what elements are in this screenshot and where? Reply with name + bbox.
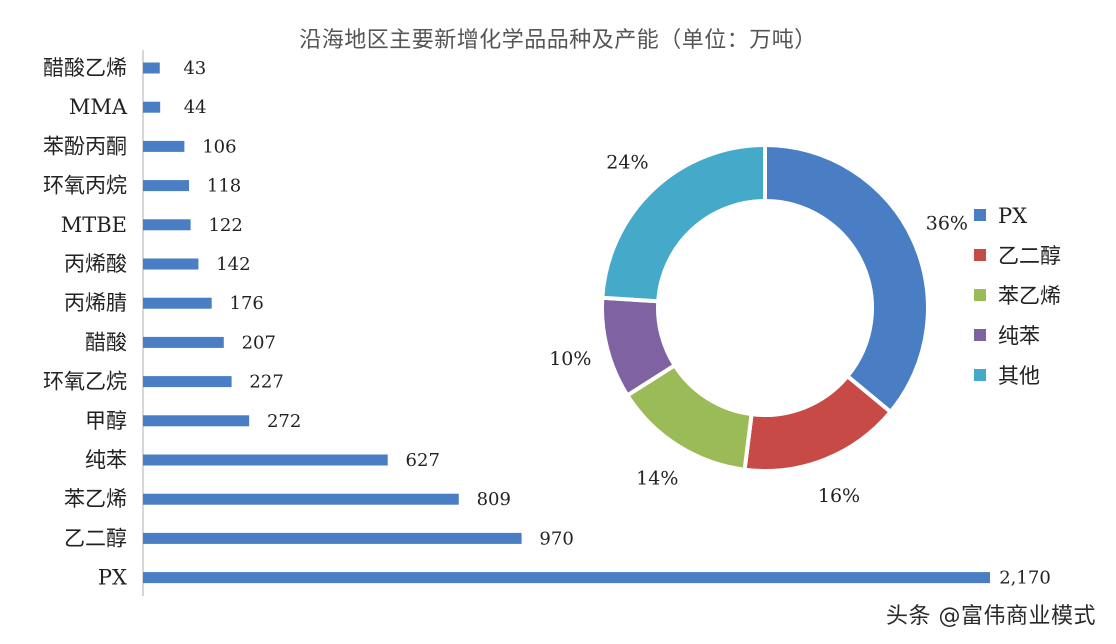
slice-label: 36% xyxy=(926,212,968,234)
bar xyxy=(143,454,388,466)
bar xyxy=(143,572,990,584)
category-label: MMA xyxy=(69,95,128,119)
data-label: 106 xyxy=(202,136,236,157)
donut-chart: 36% 16% 14% 10% 24% xyxy=(549,142,968,507)
bar xyxy=(143,140,185,152)
category-label: 环氧乙烷 xyxy=(43,370,127,394)
data-label: 142 xyxy=(216,254,250,275)
category-label: 苯乙烯 xyxy=(64,487,127,511)
data-label: 627 xyxy=(406,450,440,471)
category-label: 苯酚丙酮 xyxy=(43,134,127,158)
category-label: 丙烯腈 xyxy=(64,291,127,315)
bar-chart: 醋酸乙烯 43 MMA 44 苯酚丙酮 106 环氧丙烷 118 MTBE 122 丙烯酸 142 丙烯… xyxy=(43,50,1051,596)
donut-slice xyxy=(600,142,767,304)
category-label: 醋酸乙烯 xyxy=(43,56,127,80)
donut-slice xyxy=(763,142,930,415)
legend-label: 纯苯 xyxy=(998,324,1040,348)
data-label: 272 xyxy=(267,411,301,432)
legend-swatch xyxy=(974,369,986,381)
legend-label: PX xyxy=(998,204,1027,228)
data-label: 970 xyxy=(539,528,573,549)
category-label: PX xyxy=(98,566,127,590)
bar xyxy=(143,180,190,192)
data-label: 122 xyxy=(208,215,242,236)
category-label: 醋酸 xyxy=(85,330,127,354)
category-label: 乙二醇 xyxy=(64,526,127,550)
bar xyxy=(143,62,160,74)
category-label: 纯苯 xyxy=(85,448,127,472)
watermark: 头条 @富伟商业模式 xyxy=(886,604,1096,629)
legend-label: 其他 xyxy=(998,364,1040,388)
category-label: MTBE xyxy=(61,213,127,237)
legend-label: 乙二醇 xyxy=(998,244,1061,268)
data-label: 227 xyxy=(249,372,283,393)
chart-title: 沿海地区主要新增化学品品种及产能（单位：万吨） xyxy=(299,28,817,53)
legend-swatch xyxy=(974,289,986,301)
data-label: 809 xyxy=(477,489,511,510)
legend-swatch xyxy=(974,329,986,341)
bar xyxy=(143,532,522,544)
bar xyxy=(143,376,232,388)
data-label: 176 xyxy=(230,293,264,314)
bar xyxy=(143,258,199,270)
data-label: 2,170 xyxy=(999,568,1051,589)
legend-label: 苯乙烯 xyxy=(998,284,1061,308)
legend-swatch xyxy=(974,249,986,261)
slice-label: 14% xyxy=(636,468,678,490)
bar xyxy=(143,219,191,231)
data-label: 44 xyxy=(184,97,207,118)
slice-label: 16% xyxy=(818,485,860,507)
data-label: 43 xyxy=(183,58,206,79)
category-label: 环氧丙烷 xyxy=(43,174,127,198)
bar xyxy=(143,101,161,113)
bar xyxy=(143,336,224,348)
data-label: 207 xyxy=(242,332,276,353)
legend-swatch xyxy=(974,209,986,221)
category-label: 丙烯酸 xyxy=(64,252,127,276)
bar xyxy=(143,493,459,505)
bar xyxy=(143,415,250,427)
slice-label: 10% xyxy=(549,348,591,370)
bar xyxy=(143,297,212,309)
slice-label: 24% xyxy=(606,151,648,173)
data-label: 118 xyxy=(207,176,241,197)
category-label: 甲醇 xyxy=(85,409,127,433)
